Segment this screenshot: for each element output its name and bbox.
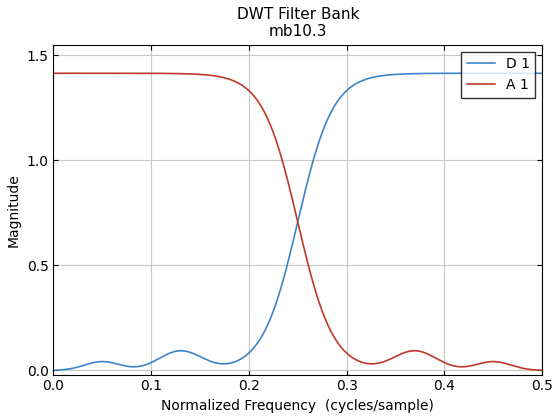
Title: DWT Filter Bank
mb10.3: DWT Filter Bank mb10.3 [236, 7, 359, 39]
D 1 [75, 365, 82, 370]
Line: D 1: D 1 [53, 73, 542, 370]
Legend: D 1, A 1: D 1, A 1 [461, 52, 535, 98]
Line: A 1: A 1 [53, 73, 542, 370]
A 1 [275, 144, 282, 149]
X-axis label: Normalized Frequency  (cycles/sample): Normalized Frequency (cycles/sample) [161, 399, 434, 413]
D 1 [50, 368, 57, 373]
A 1 [435, 357, 442, 362]
A 1 [288, 191, 295, 196]
A 1 [50, 71, 57, 76]
D 1 [524, 71, 531, 76]
D 1 [539, 71, 545, 76]
D 1 [435, 71, 442, 76]
A 1 [525, 367, 531, 372]
D 1 [275, 295, 282, 300]
Y-axis label: Magnitude: Magnitude [7, 173, 21, 247]
A 1 [539, 368, 545, 373]
D 1 [525, 71, 531, 76]
A 1 [75, 71, 82, 76]
D 1 [288, 247, 295, 252]
A 1 [524, 367, 531, 372]
